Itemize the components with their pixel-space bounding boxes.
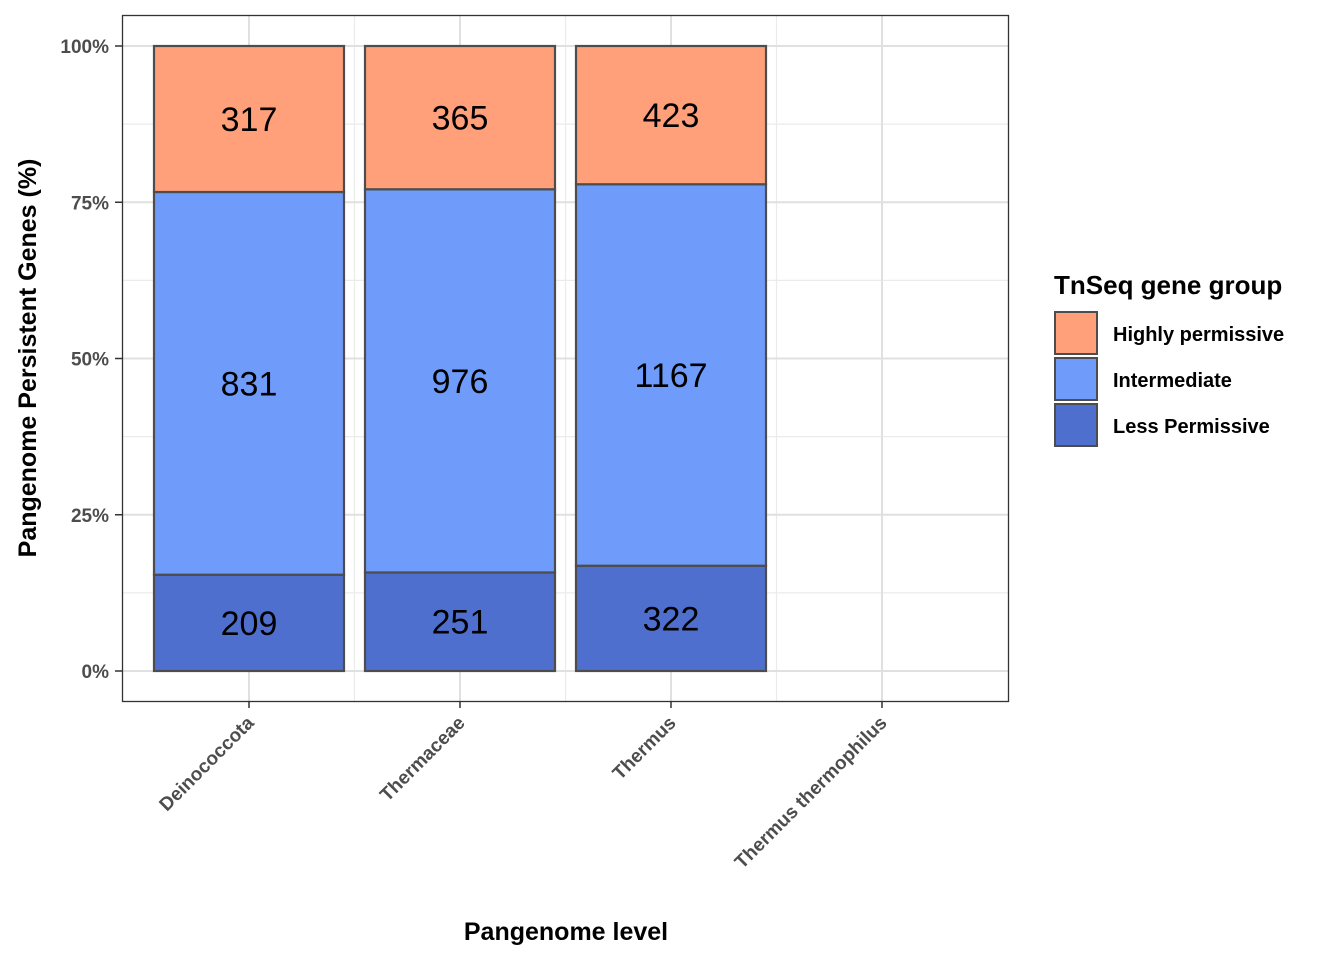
- legend-key-less-permissive: [1054, 403, 1098, 447]
- data-label-less-permissive: 209: [221, 605, 278, 643]
- bar-highly-permissive: [574, 44, 768, 186]
- data-labels: 209 831 317 251 976 365 322 1167 423: [221, 97, 708, 643]
- x-axis-title: Pangenome level: [464, 918, 668, 946]
- plot-panel-border: [121, 14, 1010, 703]
- y-tick-label: 25%: [71, 506, 109, 527]
- legend: TnSeq gene group Highly permissive Interm…: [1054, 270, 1284, 447]
- legend-title: TnSeq gene group: [1054, 270, 1282, 300]
- bar-intermediate: [363, 188, 557, 574]
- data-label-highly-permissive: 365: [432, 100, 489, 138]
- data-label-highly-permissive: 423: [643, 97, 700, 135]
- bar-intermediate: [152, 190, 346, 576]
- data-label-less-permissive: 322: [643, 600, 700, 638]
- y-tick-label: 0%: [82, 662, 110, 683]
- y-axis-title: Pangenome Persistent Genes (%): [14, 159, 42, 558]
- bar-less-permissive: [363, 571, 557, 673]
- y-axis: 0% 25% 50% 75% 100%: [60, 37, 122, 683]
- legend-key-highly-permissive: [1054, 311, 1098, 355]
- bar-intermediate: [574, 183, 768, 567]
- data-label-less-permissive: 251: [432, 604, 489, 642]
- bar-highly-permissive: [152, 44, 346, 194]
- legend-key-intermediate: [1054, 357, 1098, 401]
- data-label-intermediate: 1167: [634, 357, 707, 395]
- legend-label-less-permissive: Less Permissive: [1113, 416, 1270, 438]
- legend-label-intermediate: Intermediate: [1113, 370, 1232, 392]
- y-tick-label: 50%: [71, 350, 109, 371]
- legend-label-highly-permissive: Highly permissive: [1113, 324, 1284, 346]
- bar-less-permissive: [574, 564, 768, 673]
- bar-highly-permissive: [363, 44, 557, 191]
- data-label-intermediate: 831: [221, 365, 278, 403]
- y-tick-label: 100%: [60, 37, 109, 58]
- y-tick-label: 75%: [71, 193, 109, 214]
- data-label-highly-permissive: 317: [221, 101, 278, 139]
- data-label-intermediate: 976: [432, 363, 489, 401]
- bars: [152, 44, 768, 673]
